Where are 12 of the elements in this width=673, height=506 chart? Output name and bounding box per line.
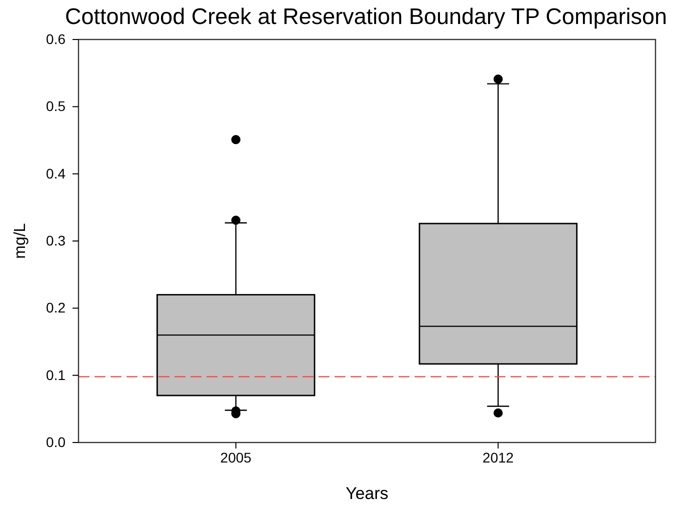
y-tick-label: 0.2 (46, 300, 66, 316)
y-tick-label: 0.4 (46, 165, 66, 182)
x-axis-title: Years (346, 484, 388, 503)
x-tick-label: 2012 (482, 449, 514, 466)
chart-title: Cottonwood Creek at Reservation Boundary TP Comparison (65, 4, 667, 29)
y-tick-label: 0.6 (46, 30, 66, 47)
y-tick-label: 0.0 (46, 434, 66, 450)
y-tick-label: 0.3 (46, 232, 66, 248)
y-tick-label: 0.5 (46, 98, 66, 114)
y-tick-label: 0.1 (46, 366, 66, 383)
y-axis-title: mg/L (12, 223, 29, 259)
x-tick-label: 2005 (220, 449, 252, 466)
